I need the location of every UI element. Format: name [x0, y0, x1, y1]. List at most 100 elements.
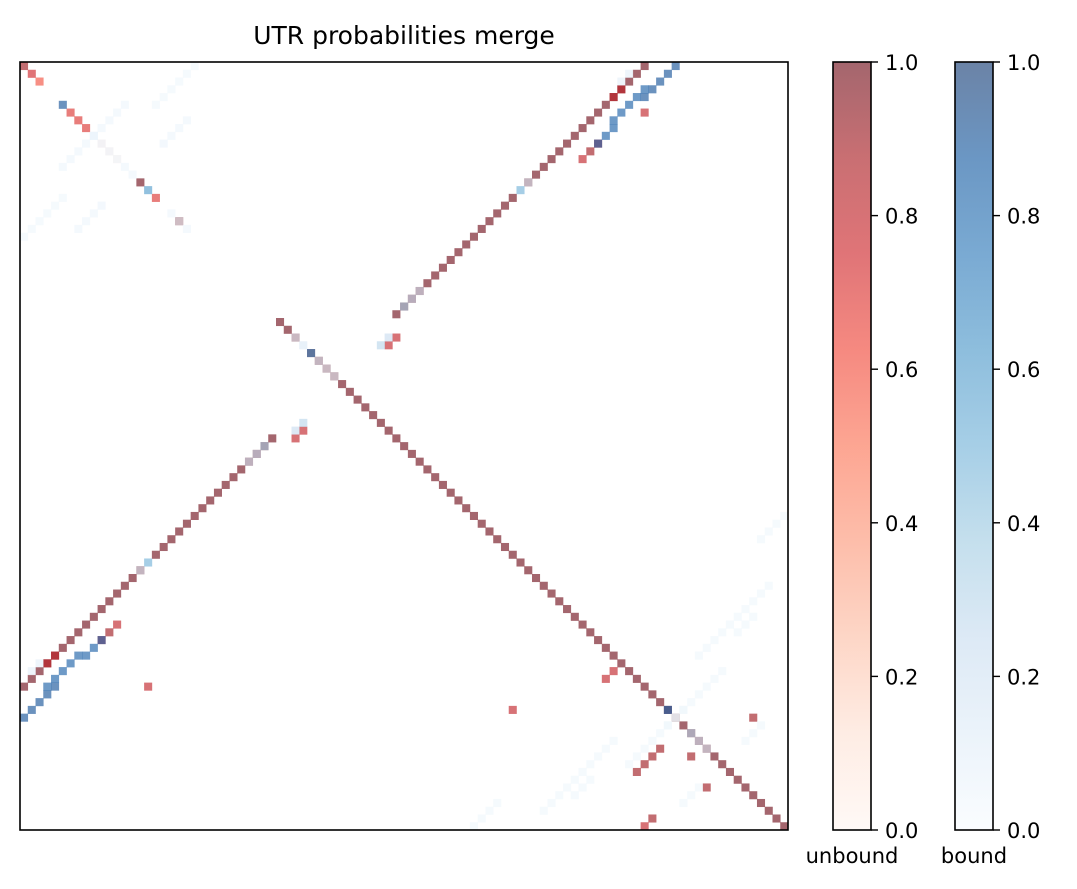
- unbound-cell: [640, 62, 649, 71]
- unbound-cell: [221, 480, 230, 489]
- bound-cell: [516, 186, 525, 195]
- unbound-cell: [469, 511, 478, 520]
- unbound-cell: [601, 674, 610, 683]
- bound-tick-label: 0.8: [1007, 205, 1040, 229]
- bound-cell: [694, 690, 703, 699]
- colorbar-unbound-ticks: 0.0 0.2 0.4 0.6 0.8 1.0: [871, 51, 918, 843]
- colorbar-bound-label: bound: [941, 844, 1007, 868]
- unbound-cell: [105, 597, 114, 606]
- bound-cell: [175, 77, 184, 86]
- unbound-cell: [601, 100, 610, 109]
- bound-cell: [570, 791, 579, 800]
- unbound-cell: [640, 682, 649, 691]
- unbound-cell: [640, 760, 649, 769]
- bound-cell: [632, 93, 641, 102]
- bound-cell: [384, 333, 393, 342]
- bound-cell: [35, 659, 44, 668]
- bound-cell: [547, 798, 556, 808]
- bound-cell: [710, 636, 719, 645]
- bound-cell: [640, 744, 649, 753]
- unbound-cell: [570, 612, 579, 621]
- bound-cell: [89, 209, 98, 218]
- unbound-cell: [151, 193, 160, 202]
- unbound-cell: [656, 744, 665, 753]
- bound-cell: [136, 566, 145, 575]
- unbound-cell: [578, 620, 587, 629]
- bound-cell: [159, 139, 168, 148]
- unbound-cell: [167, 535, 176, 544]
- colorbar-bound-ticks: 0.0 0.2 0.4 0.6 0.8 1.0: [993, 51, 1040, 843]
- unbound-cell: [485, 527, 494, 536]
- unbound-cell: [555, 597, 564, 606]
- unbound-cell: [268, 434, 277, 443]
- bound-cell: [167, 85, 176, 94]
- bound-cell: [648, 85, 657, 94]
- unbound-cell: [477, 519, 486, 528]
- bound-cell: [586, 760, 595, 769]
- bound-cell: [539, 806, 548, 815]
- unbound-cell: [632, 674, 641, 683]
- unbound-cell: [97, 605, 106, 614]
- unbound-cell: [617, 85, 626, 94]
- bound-cell: [27, 224, 36, 233]
- bound-cell: [43, 209, 52, 218]
- bound-cell: [586, 775, 595, 784]
- bound-cell: [749, 597, 758, 606]
- unbound-cell: [74, 116, 83, 125]
- heatmap-plot: [19, 61, 789, 831]
- unbound-tick-label: 0.8: [885, 205, 918, 229]
- bound-cell: [66, 659, 75, 668]
- unbound-tick-label: 0.4: [885, 512, 918, 536]
- unbound-cell: [299, 426, 308, 435]
- bound-cell: [733, 612, 742, 621]
- unbound-cell: [780, 822, 789, 831]
- bound-cell: [578, 767, 587, 776]
- bound-cell: [82, 651, 91, 660]
- unbound-cell: [20, 62, 29, 71]
- bound-cell: [632, 752, 641, 761]
- unbound-cell: [516, 558, 525, 567]
- bound-cell: [376, 341, 385, 350]
- unbound-cell: [640, 822, 649, 831]
- unbound-tick-label: 0.2: [885, 665, 918, 689]
- bound-cell: [330, 372, 339, 381]
- unbound-cell: [687, 752, 696, 761]
- unbound-cell: [532, 574, 541, 583]
- bound-cell: [702, 643, 711, 652]
- unbound-cell: [113, 589, 122, 598]
- colorbar-unbound-frame: [832, 61, 872, 831]
- bound-cell: [260, 442, 269, 451]
- unbound-cell: [632, 767, 641, 776]
- unbound-cell: [51, 651, 60, 660]
- bound-cell: [66, 155, 75, 164]
- bound-cell: [679, 798, 688, 808]
- unbound-cell: [82, 124, 91, 133]
- unbound-cell: [361, 403, 370, 412]
- unbound-cell: [555, 147, 564, 156]
- unbound-cell: [601, 643, 610, 652]
- unbound-cell: [384, 341, 393, 350]
- bound-cell: [120, 162, 129, 171]
- unbound-cell: [586, 628, 595, 637]
- bound-tick-label: 0.0: [1007, 819, 1040, 843]
- bound-cell: [625, 100, 634, 109]
- unbound-cell: [392, 333, 401, 342]
- bound-cell: [190, 62, 199, 71]
- bound-cell: [694, 651, 703, 660]
- bound-cell: [687, 729, 696, 738]
- bound-cell: [105, 147, 114, 156]
- bound-cell: [82, 139, 91, 148]
- unbound-cell: [35, 667, 44, 676]
- bound-cell: [756, 535, 766, 544]
- unbound-cell: [66, 108, 75, 117]
- unbound-cell: [376, 418, 385, 427]
- unbound-cell: [609, 651, 618, 660]
- unbound-cell: [151, 550, 160, 559]
- unbound-cell: [640, 108, 649, 117]
- bound-cell: [694, 783, 703, 792]
- bound-cell: [679, 705, 688, 714]
- bound-cell: [772, 519, 781, 528]
- unbound-cell: [446, 255, 455, 264]
- unbound-cell: [563, 605, 572, 614]
